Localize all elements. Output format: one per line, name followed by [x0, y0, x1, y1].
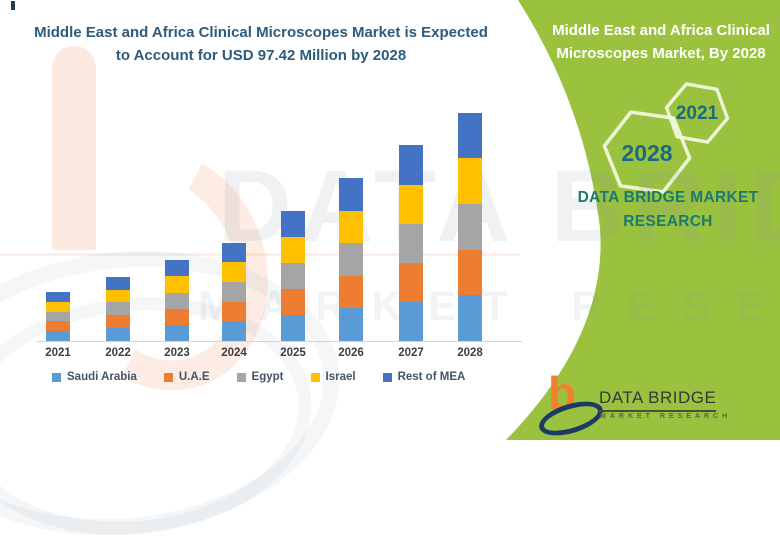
bar-2026 — [339, 178, 363, 341]
x-axis-label: 2026 — [338, 347, 364, 359]
bar-segment-saudi-arabia — [106, 328, 130, 341]
bar-segment-egypt — [165, 292, 189, 309]
chart-legend: Saudi Arabia U.A.E Egypt Israel Rest of MEA — [52, 371, 465, 383]
legend-item-israel: Israel — [310, 371, 356, 383]
x-axis-label: 2023 — [164, 347, 190, 359]
bar-2022 — [106, 276, 130, 341]
bar-segment-egypt — [222, 281, 246, 302]
bar-segment-saudi-arabia — [339, 308, 363, 341]
bar-segment-egypt — [399, 223, 423, 263]
legend-label: U.A.E — [178, 371, 210, 383]
bar-segment-saudi-arabia — [222, 321, 246, 341]
chart-title-line1: Middle East and Africa Clinical Microsco… — [34, 24, 488, 41]
bar-segment-rest-of-mea — [458, 112, 482, 159]
bar-segment-israel — [458, 158, 482, 204]
bar-segment-rest-of-mea — [399, 145, 423, 185]
x-axis-label: 2024 — [221, 347, 247, 359]
bar-segment-u-a-e — [281, 289, 305, 315]
watermark-text-databridge: DATA BRIDGE — [218, 149, 780, 263]
databridge-logo-icon: b — [548, 367, 577, 419]
bar-segment-u-a-e — [399, 262, 423, 302]
brand-text: DATA BRIDGE MARKET RESEARCH — [577, 189, 759, 231]
corner-mark — [11, 1, 15, 10]
x-axis-line — [36, 341, 522, 342]
bar-segment-israel — [106, 289, 130, 303]
side-panel-title: Middle East and Africa Clinical Microsco… — [545, 20, 777, 65]
bar-segment-saudi-arabia — [458, 295, 482, 341]
bar-segment-egypt — [46, 311, 70, 322]
legend-item-u-a-e: U.A.E — [163, 371, 210, 383]
legend-label: Egypt — [251, 371, 284, 383]
bar-2023 — [165, 260, 189, 341]
bar-segment-rest-of-mea — [339, 178, 363, 211]
legend-swatch-icon — [52, 372, 61, 382]
bar-segment-saudi-arabia — [46, 331, 70, 341]
bar-segment-israel — [399, 184, 423, 224]
bar-2025 — [281, 211, 305, 341]
bar-segment-u-a-e — [458, 249, 482, 296]
bar-2021 — [46, 291, 70, 341]
bar-segment-israel — [222, 262, 246, 282]
legend-swatch-icon — [163, 372, 173, 382]
watermark-logo-stem — [52, 46, 96, 250]
bar-segment-egypt — [106, 302, 130, 316]
side-panel-title-line2: Microscopes Market, By 2028 — [556, 44, 766, 62]
bar-segment-u-a-e — [46, 321, 70, 332]
logo-wordmark: DATA BRIDGE — [599, 388, 717, 412]
bar-segment-u-a-e — [165, 308, 189, 325]
x-axis-label: 2025 — [280, 347, 306, 359]
bar-segment-egypt — [458, 203, 482, 250]
bar-segment-egypt — [281, 263, 305, 289]
x-axis-label: 2021 — [45, 347, 71, 359]
legend-swatch-icon — [236, 372, 246, 382]
logo-tagline: MARKET RESEARCH — [600, 413, 732, 420]
legend-item-rest-of-mea: Rest of MEA — [382, 371, 466, 383]
legend-item-egypt: Egypt — [236, 371, 284, 383]
bar-segment-egypt — [339, 243, 363, 276]
bar-segment-u-a-e — [106, 315, 130, 329]
watermark-underline — [0, 253, 520, 256]
side-panel-title-line1: Middle East and Africa Clinical — [552, 22, 770, 39]
hexagon-year-label: 2028 — [621, 140, 673, 166]
bar-segment-saudi-arabia — [165, 324, 189, 341]
bar-2028 — [458, 112, 482, 341]
bar-segment-rest-of-mea — [222, 242, 246, 263]
legend-item-saudi-arabia: Saudi Arabia — [52, 371, 137, 383]
bar-segment-rest-of-mea — [106, 276, 130, 290]
bar-segment-israel — [46, 301, 70, 312]
bar-segment-rest-of-mea — [281, 211, 305, 237]
bar-segment-rest-of-mea — [165, 260, 189, 277]
x-axis-label: 2028 — [457, 347, 483, 359]
chart-title-line2: to Account for USD 97.42 Million by 2028 — [115, 46, 407, 64]
x-axis-label: 2022 — [105, 347, 131, 359]
legend-swatch-icon — [310, 372, 320, 382]
bar-2027 — [399, 145, 423, 341]
bar-segment-israel — [281, 237, 305, 263]
stacked-bar-chart: 2021 2022 2023 2024 2025 2026 2027 2028 — [45, 112, 483, 359]
legend-label: Israel — [325, 371, 356, 383]
bar-segment-rest-of-mea — [46, 291, 70, 302]
green-side-panel — [506, 0, 780, 440]
legend-label: Rest of MEA — [397, 371, 466, 383]
legend-label: Saudi Arabia — [67, 371, 137, 383]
bar-segment-saudi-arabia — [399, 301, 423, 341]
bar-segment-israel — [165, 276, 189, 293]
x-axis-label: 2027 — [398, 347, 424, 359]
bar-segment-israel — [339, 210, 363, 244]
bar-segment-saudi-arabia — [281, 315, 305, 341]
bar-2024 — [222, 242, 246, 341]
chart-title: Middle East and Africa Clinical Microsco… — [18, 22, 504, 67]
legend-swatch-icon — [382, 372, 392, 382]
hexagon-2028-icon — [602, 110, 692, 194]
bar-segment-u-a-e — [222, 301, 246, 322]
hexagon-2021-icon — [664, 82, 730, 144]
hexagon-year-label: 2021 — [675, 103, 719, 124]
bar-segment-u-a-e — [339, 275, 363, 309]
